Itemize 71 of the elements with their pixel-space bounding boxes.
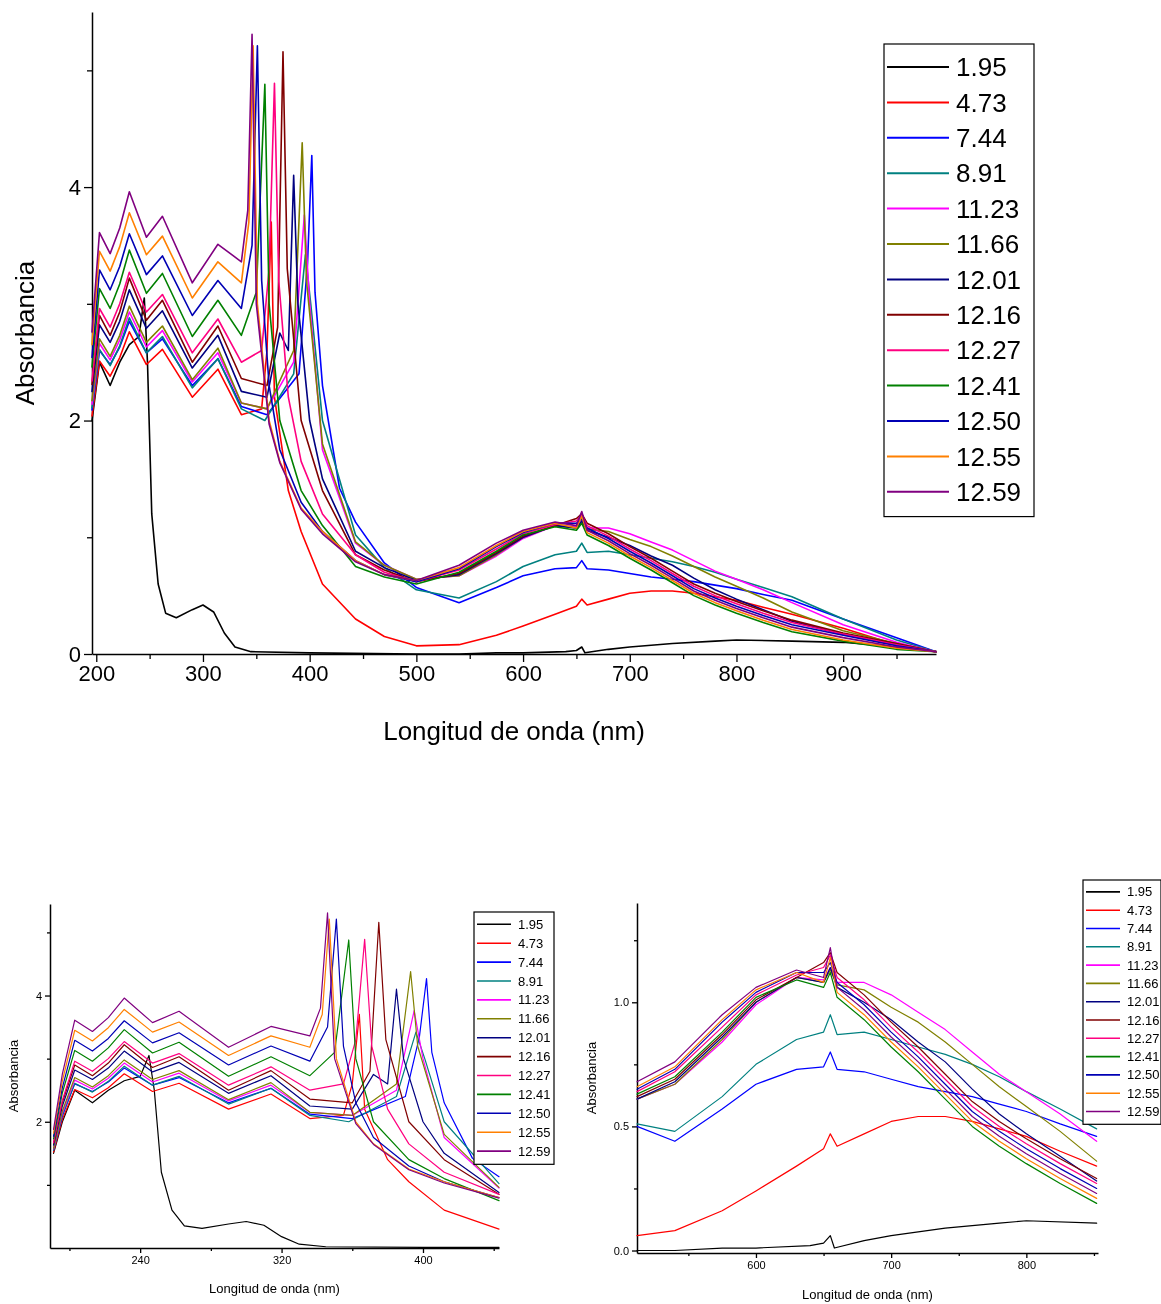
- legend-label: 4.73: [1127, 902, 1153, 918]
- x-tick-label: 600: [747, 1258, 766, 1271]
- x-tick-label: 600: [505, 660, 542, 686]
- legend-label: 8.91: [1127, 939, 1153, 955]
- x-tick-label: 500: [398, 660, 436, 686]
- y-axis-title: Absorbancia: [10, 260, 40, 406]
- x-tick-label: 400: [414, 1253, 433, 1266]
- x-axis-title: Longitud de onda (nm): [383, 716, 645, 746]
- line-series: [52, 1013, 500, 1230]
- legend-label: 12.50: [518, 1105, 551, 1121]
- x-tick-label: 240: [131, 1253, 150, 1266]
- legend-label: 12.41: [518, 1086, 551, 1102]
- x-tick-label: 200: [78, 660, 116, 686]
- legend-label: 12.27: [518, 1068, 551, 1084]
- legend-label: 1.95: [1127, 884, 1153, 900]
- legend-label: 12.01: [956, 264, 1022, 295]
- legend-label: 11.23: [1127, 957, 1159, 973]
- legend-label: 12.55: [518, 1124, 551, 1140]
- legend-label: 11.23: [956, 193, 1020, 224]
- y-tick-label: 4: [35, 989, 42, 1002]
- x-tick-label: 300: [185, 660, 222, 686]
- legend-label: 12.16: [956, 299, 1022, 330]
- legend-label: 12.50: [1127, 1067, 1160, 1083]
- y-tick-label: 0: [68, 641, 81, 667]
- x-tick-label: 800: [1017, 1258, 1037, 1271]
- legend-label: 7.44: [956, 122, 1007, 153]
- x-tick-label: 800: [718, 660, 756, 686]
- legend-label: 1.95: [518, 916, 544, 932]
- legend-label: 12.50: [956, 406, 1022, 437]
- legend-label: 11.66: [1127, 975, 1159, 991]
- y-tick-label: 1.0: [613, 996, 629, 1009]
- legend-label: 8.91: [518, 973, 544, 989]
- legend-label: 12.01: [518, 1030, 551, 1046]
- x-tick-label: 320: [272, 1253, 292, 1266]
- legend-label: 12.01: [1127, 994, 1160, 1010]
- legend-label: 12.27: [956, 335, 1022, 366]
- x-tick-label: 700: [611, 660, 649, 686]
- x-tick-label: 400: [291, 660, 329, 686]
- line-series: [636, 1115, 1098, 1237]
- x-tick-label: 900: [825, 660, 863, 686]
- legend-label: 12.41: [956, 370, 1022, 401]
- y-tick-label: 4: [68, 174, 81, 200]
- line-series: [636, 1014, 1098, 1132]
- legend-label: 11.23: [518, 992, 550, 1008]
- x-axis-title: Longitud de onda (nm): [802, 1287, 933, 1302]
- legend-label: 7.44: [1127, 921, 1153, 937]
- legend-label: 12.59: [956, 476, 1022, 507]
- legend-label: 12.41: [1127, 1049, 1160, 1065]
- legend-label: 7.44: [518, 954, 544, 970]
- y-tick-label: 0.0: [613, 1244, 629, 1257]
- legend-label: 4.73: [518, 935, 544, 951]
- y-tick-label: 2: [68, 408, 81, 434]
- legend-label: 1.95: [956, 52, 1007, 83]
- x-axis-title: Longitud de onda (nm): [209, 1281, 340, 1296]
- y-tick-label: 0.5: [613, 1120, 629, 1133]
- legend-label: 12.16: [518, 1049, 551, 1065]
- legend-label: 12.55: [1127, 1085, 1160, 1101]
- legend-label: 8.91: [956, 158, 1007, 189]
- legend-label: 12.16: [1127, 1012, 1160, 1028]
- line-series: [636, 1051, 1098, 1142]
- y-axis-title: Absorbancia: [6, 1039, 21, 1113]
- x-tick-label: 700: [882, 1258, 901, 1271]
- legend-label: 12.27: [1127, 1030, 1160, 1046]
- legend-label: 12.59: [1127, 1104, 1160, 1120]
- legend-label: 4.73: [956, 87, 1007, 118]
- legend-label: 11.66: [518, 1011, 550, 1027]
- legend-label: 12.59: [518, 1143, 551, 1159]
- y-tick-label: 2: [35, 1115, 42, 1128]
- legend-label: 12.55: [956, 441, 1022, 472]
- y-axis-title: Absorbancia: [584, 1041, 599, 1115]
- legend-label: 11.66: [956, 229, 1020, 260]
